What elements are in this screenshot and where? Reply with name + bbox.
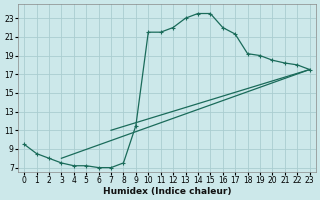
X-axis label: Humidex (Indice chaleur): Humidex (Indice chaleur) [103,187,231,196]
